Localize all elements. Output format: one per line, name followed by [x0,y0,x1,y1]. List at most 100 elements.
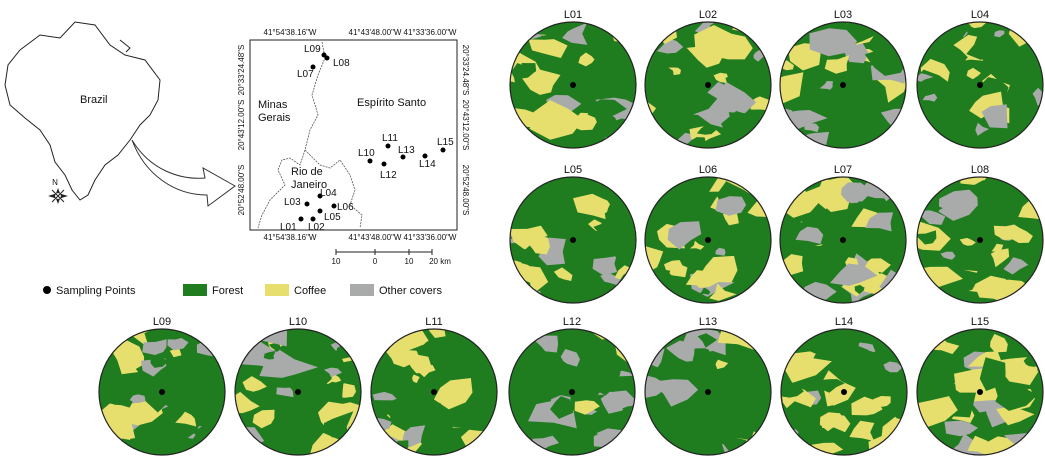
land-cover [433,378,473,410]
region-label: Janeiro [291,179,327,191]
land-cover [372,329,430,361]
longitude-label: 41°33'36.00"W [404,233,457,242]
land-cover [268,342,281,351]
landscape-border [916,328,1044,456]
land-cover [1004,216,1024,227]
land-cover [994,30,1005,38]
landscape-center [977,82,983,88]
land-cover [804,123,820,133]
land-cover [645,374,670,399]
landscape-border [780,328,908,456]
land-cover [612,22,636,33]
point-label: L07 [297,69,314,80]
land-cover [873,396,891,407]
land-cover [582,280,598,287]
land-cover [294,329,325,346]
land-cover [959,237,976,246]
land-cover [929,293,948,303]
land-cover [426,329,446,338]
landscape-center [841,389,847,395]
landscape-map [780,177,906,303]
land-cover [583,239,608,261]
land-cover [960,177,987,185]
latitude-label: 20°52'48.00"S [461,165,470,216]
landscape-title: L01 [564,9,582,21]
point-label: L04 [320,188,337,199]
land-cover [713,72,729,84]
land-cover [1024,94,1038,108]
land-cover [645,246,664,273]
land-cover [371,393,415,423]
legend-swatch [183,284,207,296]
sampling-point [440,147,446,153]
point-label: L06 [337,202,354,213]
land-cover [715,196,747,216]
landscape-center [840,237,846,243]
landscape-map [371,329,497,455]
landscape-center [705,237,711,243]
land-cover [388,369,425,403]
region-label: Minas [258,99,288,111]
land-cover [631,120,636,132]
landscape-center [570,237,576,243]
point-label: L11 [382,133,398,144]
landscape-title: L06 [699,164,717,176]
land-cover [944,420,978,437]
land-cover [697,333,717,348]
landscape-border [779,176,907,304]
land-cover [722,212,739,226]
land-cover [989,279,1034,303]
land-cover [694,280,710,288]
legend-dot [43,286,51,294]
land-cover [200,329,225,342]
land-cover [175,411,197,427]
land-cover [995,384,1038,411]
land-cover [142,339,167,355]
land-cover [828,79,856,107]
land-cover [731,356,766,380]
landscape-map [510,22,636,148]
land-cover [821,183,851,212]
land-cover [544,365,582,387]
scale-label: 10 [405,257,414,266]
landscape-map [917,22,1043,148]
land-cover [657,440,670,449]
land-cover [883,361,903,373]
land-cover [668,67,681,76]
latitude-label: 20°33'24.48"S [237,45,246,96]
landscape-center [570,82,576,88]
longitude-label: 41°43'48.00"W [349,233,402,242]
sampling-point [310,216,316,222]
land-cover [892,441,907,455]
landscape-center [295,389,301,395]
land-cover [672,79,718,115]
land-cover [917,177,940,200]
landscape-title: L07 [834,164,852,176]
landscape-map [235,329,361,455]
land-cover [610,22,636,36]
land-cover [917,396,958,427]
land-cover [941,40,968,66]
land-cover [789,141,801,148]
study-map: 41°54'38.16"W 41°43'48.00"W 41°33'36.00"W4… [237,28,470,266]
land-cover [528,39,568,58]
landscape-map [99,329,225,455]
latitude-label: 20°33'24.48"S [461,45,470,96]
land-cover [600,273,625,286]
land-cover [574,400,600,415]
land-cover [1031,437,1043,447]
land-cover [782,401,815,431]
land-cover [720,383,732,391]
land-cover [265,430,290,453]
land-cover [819,412,845,432]
land-cover [749,374,771,397]
land-cover [167,338,189,351]
sampling-point [331,203,337,209]
land-cover [205,329,222,336]
longitude-label: 41°54'38.16"W [264,233,317,242]
country-label: Brazil [80,94,108,106]
land-cover [917,73,934,82]
land-cover [714,82,757,114]
landscape-title: L11 [425,316,443,328]
